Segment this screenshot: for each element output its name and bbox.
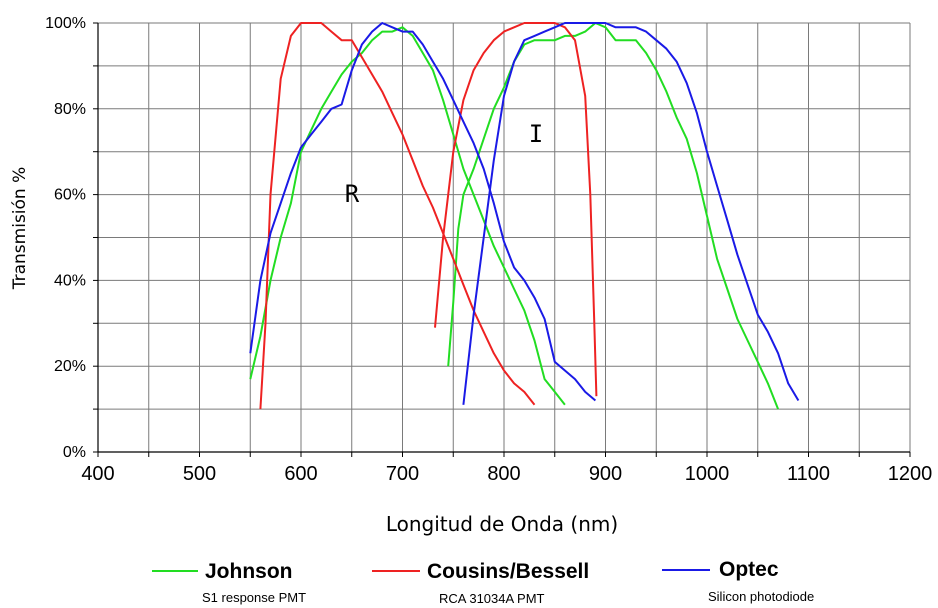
annotation-r: R [345,180,360,208]
x-tick-label: 1100 [787,463,830,485]
tick-labels: 0% 20% 40% 60% 80% 100% 400 500 600 700 800 900 1000… [45,15,932,485]
x-tick-label: 800 [487,463,520,485]
x-tick-label: 1000 [685,463,730,485]
y-tick-label: 0% [63,444,86,461]
legend-sub-cousins-bessell: RCA 31034A PMT [439,591,545,606]
series-lines [249,22,800,410]
series-line-johnson-i [447,22,780,410]
legend: Johnson S1 response PMT Cousins/Bessell … [152,558,814,606]
y-tick-label: 80% [54,101,86,118]
x-tick-label: 700 [386,463,419,485]
legend-item-johnson: Johnson S1 response PMT [152,560,306,605]
legend-sub-johnson: S1 response PMT [202,590,306,605]
y-tick-label: 60% [54,187,86,204]
axes [93,22,911,457]
series-line-cousins-bessell-r [259,22,536,410]
y-tick-label: 100% [45,15,86,32]
legend-sub-optec: Silicon photodiode [708,589,814,604]
y-axis-title: Transmisión % [10,167,30,291]
legend-label-optec: Optec [719,558,779,581]
y-tick-label: 20% [54,358,86,375]
y-tick-label: 40% [54,272,86,289]
series-line-optec-r [249,22,597,402]
x-tick-label: 400 [81,463,114,485]
annotation-i: I [529,120,543,148]
x-tick-label: 1200 [888,463,933,485]
x-tick-label: 600 [284,463,317,485]
legend-label-cousins-bessell: Cousins/Bessell [427,560,589,583]
x-axis-title: Longitud de Onda (nm) [386,512,618,536]
x-tick-label: 900 [589,463,622,485]
series-line-cousins-bessell-i [434,22,598,397]
x-tick-label: 500 [183,463,216,485]
legend-item-cousins-bessell: Cousins/Bessell RCA 31034A PMT [372,560,589,606]
legend-item-optec: Optec Silicon photodiode [662,558,814,604]
legend-label-johnson: Johnson [205,560,293,583]
series-line-optec-i [462,22,800,405]
